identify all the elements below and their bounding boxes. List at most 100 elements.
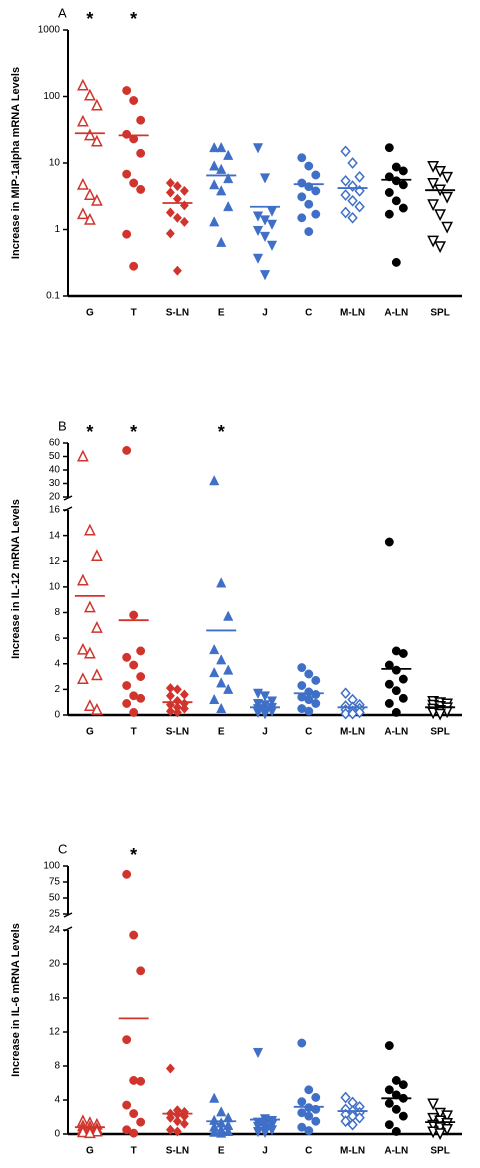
data-point [384,699,394,708]
y-tick-label: 0.1 [46,291,60,302]
data-point [90,549,103,562]
data-point [136,672,146,682]
data-point [216,677,227,688]
data-point [122,652,132,662]
data-point [83,523,96,536]
data-point [83,188,96,200]
data-point [172,1126,182,1137]
data-point [347,1118,358,1131]
data-point [179,185,189,196]
data-point [311,186,321,196]
data-point [90,193,103,206]
data-point [384,1098,394,1108]
y-axis-label: Increase in IL-12 mRNA Levels [10,499,22,659]
data-point [340,1091,351,1104]
data-point [297,1038,307,1048]
data-point [83,128,96,141]
data-point [129,96,139,105]
data-point [266,219,278,230]
significance-mark: * [130,9,137,29]
panel-label: C [58,841,67,856]
data-point [165,706,175,717]
data-point [90,621,103,633]
data-point [304,1085,314,1095]
data-point [223,149,234,160]
data-point [136,646,146,656]
data-point [172,684,182,695]
y-tick-label: 12 [49,1027,61,1038]
data-point [172,265,182,276]
data-point [216,702,227,714]
data-point [311,1116,321,1126]
x-tick-label: T [131,727,137,738]
data-point [297,153,307,163]
data-point [223,610,234,621]
data-point [347,180,358,192]
data-point [76,114,89,127]
data-point [391,1076,401,1085]
data-point [340,189,351,201]
data-point [391,1127,401,1136]
x-tick-label: M-LN [340,308,365,319]
data-point [304,706,314,716]
x-tick-label: E [218,308,225,319]
data-point [90,98,103,111]
data-point [384,537,394,547]
data-point [354,200,365,213]
data-point [136,185,146,194]
data-point [391,257,401,267]
data-point [259,270,271,281]
data-point [209,160,220,171]
data-point [209,179,220,190]
data-point [136,148,146,158]
data-point [179,703,189,714]
y-tick-label: 16 [49,505,61,516]
data-point [165,228,175,239]
data-point [347,157,358,169]
x-tick-label: G [86,1146,94,1157]
x-tick-label: G [86,727,94,738]
data-point [165,207,175,218]
data-point [83,1126,96,1139]
y-tick-label: 1000 [38,25,61,36]
data-point [340,1115,351,1128]
data-point [216,654,227,665]
data-point [311,209,321,219]
data-point [398,166,408,176]
x-tick-label: J [262,308,268,319]
data-point [76,177,89,190]
y-tick-label: 30 [49,478,61,489]
data-point [172,707,182,718]
data-point [354,706,365,719]
y-tick-label: 4 [54,658,60,669]
data-point [76,573,89,586]
data-point [259,173,271,184]
data-point [391,162,401,172]
y-tick-label: 0 [54,1129,60,1140]
data-point [76,642,89,655]
significance-mark: * [130,845,137,865]
data-point [223,200,234,212]
data-point [252,253,264,264]
y-tick-label: 50 [49,451,61,462]
data-point [129,930,139,940]
data-point [209,693,220,705]
x-tick-label: T [131,1146,137,1157]
x-tick-label: M-LN [340,727,365,738]
data-point [165,1063,175,1074]
data-point [122,1035,132,1045]
data-point [76,672,89,685]
data-point [398,203,408,213]
significance-mark: * [86,422,93,442]
x-tick-label: G [86,308,94,319]
data-point [76,449,89,462]
data-point [266,696,278,707]
data-point [252,211,264,222]
y-tick-label: 4 [54,1095,60,1106]
data-point [391,707,401,717]
data-point [209,475,220,486]
data-point [252,699,264,710]
x-tick-label: S-LN [166,1146,189,1157]
data-point [129,261,139,271]
data-point [172,212,182,223]
